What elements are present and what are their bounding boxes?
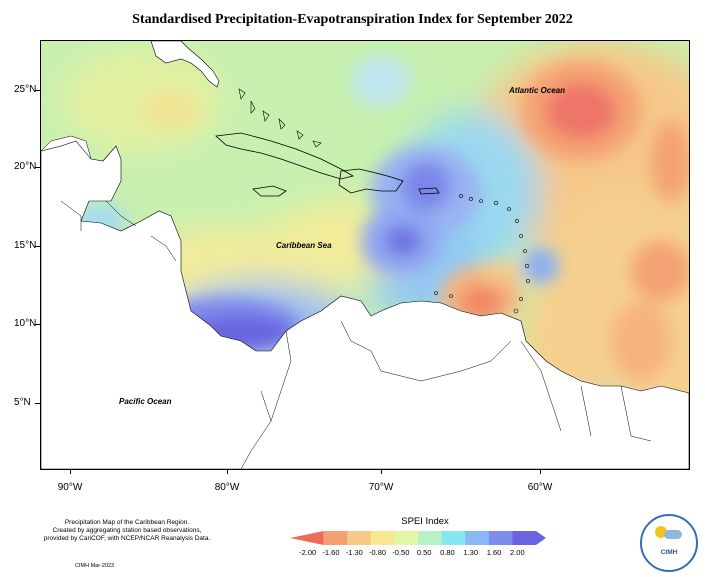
legend-swatch <box>418 531 443 545</box>
lon-tick <box>540 469 541 474</box>
lon-label-80w: 80°W <box>214 482 240 493</box>
legend-tick-label: -0.80 <box>368 548 387 557</box>
lat-tick <box>35 167 40 168</box>
label-pacific-ocean: Pacific Ocean <box>119 397 172 406</box>
lon-label-60w: 60°W <box>527 482 553 493</box>
label-caribbean-sea: Caribbean Sea <box>276 241 332 250</box>
cimh-logo: CIMH <box>640 514 698 572</box>
legend-tick-label: 1.60 <box>486 548 502 557</box>
legend-tick-label: 1.30 <box>463 548 479 557</box>
logo-text: CIMH <box>660 549 678 556</box>
spei-map: Atlantic Ocean Caribbean Sea Pacific Oce… <box>40 40 690 470</box>
lat-tick <box>35 324 40 325</box>
island-cuba <box>215 132 355 180</box>
legend-swatch <box>323 531 348 545</box>
legend-ticks: -2.00 -1.60 -1.30 -0.80 -0.50 0.50 0.80 1.30 1.6… <box>296 548 529 557</box>
landmass-americas <box>41 140 689 469</box>
legend-colorbar <box>290 531 546 545</box>
lon-tick <box>227 469 228 474</box>
legend-title: SPEI Index <box>401 516 449 527</box>
island-puerto-rico <box>418 187 440 195</box>
cloud-icon <box>664 530 682 539</box>
lat-label-15n: 15°N <box>14 240 37 251</box>
legend-swatch <box>488 531 513 545</box>
lat-label-10n: 10°N <box>14 318 37 329</box>
landmass-florida <box>150 41 220 88</box>
legend-swatch <box>370 531 395 545</box>
legend-tick-label: -0.50 <box>392 548 410 557</box>
lat-label-20n: 20°N <box>14 161 37 172</box>
legend-tick-label: -2.00 <box>299 548 317 557</box>
map-credit: CIMH Mar-2023 <box>75 563 115 569</box>
lon-tick <box>70 469 71 474</box>
lat-label-25n: 25°N <box>14 84 37 95</box>
map-footnote: Precipitation Map of the Caribbean Regio… <box>22 519 232 543</box>
lat-tick <box>35 246 40 247</box>
legend-tick-label: 0.50 <box>416 548 432 557</box>
label-atlantic-ocean: Atlantic Ocean <box>508 86 565 95</box>
islands-bahamas <box>238 88 322 148</box>
legend-tick-label: 2.00 <box>510 548 525 557</box>
legend-swatch <box>347 531 372 545</box>
map-title: Standardised Precipitation-Evapotranspir… <box>132 12 573 27</box>
legend-swatch <box>394 531 419 545</box>
lat-tick <box>35 90 40 91</box>
legend-tick-label: -1.30 <box>345 548 363 557</box>
lon-label-90w: 90°W <box>57 482 83 493</box>
legend-tick-label: 0.80 <box>440 548 455 557</box>
spei-map-svg: Atlantic Ocean Caribbean Sea Pacific Oce… <box>41 41 689 469</box>
lat-tick <box>35 403 40 404</box>
lon-tick <box>381 469 382 474</box>
country-borders <box>60 200 652 469</box>
lat-label-5n: 5°N <box>14 397 31 408</box>
legend-swatch <box>512 531 546 545</box>
footnote-line: Created by aggregating station based obs… <box>52 527 202 534</box>
legend-swatch <box>441 531 466 545</box>
footnote-line: provided by CariCOF, with NCEP/NCAR Rean… <box>43 535 211 542</box>
legend-swatch <box>465 531 490 545</box>
footnote-line: Precipitation Map of the Caribbean Regio… <box>64 519 190 526</box>
lon-label-70w: 70°W <box>368 482 394 493</box>
island-jamaica <box>252 185 287 197</box>
landmass-yucatan <box>41 135 92 160</box>
islands-lesser-antilles <box>434 194 530 314</box>
legend-tick-label: -1.60 <box>322 548 340 557</box>
island-hispaniola <box>338 168 404 194</box>
legend-swatch <box>290 531 324 545</box>
